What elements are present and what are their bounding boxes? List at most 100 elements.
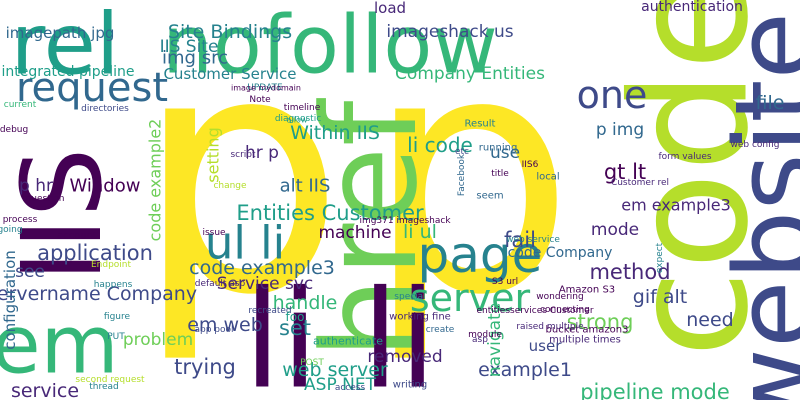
word: website — [711, 12, 800, 400]
word: rel — [11, 0, 120, 95]
word: Result — [465, 119, 496, 130]
word: gt lt — [604, 160, 646, 184]
word: ul li — [205, 217, 285, 270]
word: Company Entities — [395, 64, 545, 84]
word: em example3 — [621, 196, 731, 215]
word: writing — [393, 380, 427, 391]
word: load — [374, 0, 406, 17]
word: allow — [287, 116, 308, 125]
word: imageshack us — [386, 22, 513, 42]
word: web server — [282, 359, 388, 381]
word: li code — [407, 133, 473, 157]
word: Site Bindings — [168, 21, 292, 43]
word: Amazon S3 — [559, 285, 615, 296]
word: POST — [300, 358, 324, 368]
word: form values — [658, 152, 711, 162]
word: authentication — [641, 0, 743, 15]
word: title — [491, 169, 509, 179]
word: issue — [202, 228, 226, 238]
word: code example3 — [189, 257, 335, 279]
word: account — [57, 231, 97, 242]
word: diagnostic — [275, 114, 321, 124]
word: Note — [249, 95, 271, 105]
word: script — [230, 150, 256, 160]
word: p — [365, 0, 574, 367]
word: nofollow — [162, 0, 498, 92]
word: debug — [0, 125, 28, 135]
word: user — [529, 337, 563, 355]
word: Service svc — [217, 274, 314, 294]
word: mode — [591, 220, 639, 240]
word: request — [16, 65, 168, 111]
word: seem — [476, 191, 503, 202]
word: one — [577, 73, 648, 117]
word: p — [135, 0, 344, 367]
word: machine — [358, 232, 363, 234]
word: application — [37, 241, 153, 265]
word: pipeline mode — [580, 380, 730, 400]
word: access — [335, 383, 366, 393]
word: second request — [75, 375, 145, 385]
word: S3 url — [492, 277, 518, 287]
word: hr p — [245, 143, 279, 163]
word: Window — [70, 176, 141, 197]
word: em web — [187, 314, 263, 336]
word: page — [418, 226, 543, 284]
word: em — [0, 299, 119, 392]
word: thread — [89, 382, 119, 392]
word: IIS Site — [160, 37, 219, 57]
word: figure — [104, 312, 131, 322]
word: servername Company — [0, 283, 197, 305]
word: happens — [94, 280, 133, 290]
word: Customer rel — [611, 178, 669, 188]
word: bucket amazon3 — [546, 325, 629, 336]
word: special — [394, 292, 425, 302]
word: strong — [567, 310, 634, 334]
word: change — [213, 181, 247, 191]
word: ASP NET — [304, 375, 377, 395]
word: directories — [81, 104, 129, 114]
word: local — [536, 172, 559, 183]
word: machine — [318, 223, 391, 243]
word: alt IIS — [280, 176, 331, 197]
word: see — [15, 262, 45, 282]
word: problem — [123, 330, 193, 350]
word: imagepath jpg — [6, 24, 115, 42]
word: connecting — [540, 305, 590, 315]
word: Entities Customer — [236, 201, 424, 225]
word: service — [11, 380, 79, 400]
word: img src — [162, 48, 228, 69]
word: module — [468, 330, 502, 340]
word: navigate — [485, 303, 505, 377]
word: working fine — [389, 312, 451, 323]
word: file — [756, 92, 785, 114]
word: question — [26, 194, 65, 204]
word: use — [490, 143, 520, 163]
word: IIS — [0, 148, 126, 283]
word: foo — [286, 310, 305, 324]
word: authenticate — [313, 335, 383, 348]
word: recreated — [248, 306, 291, 316]
word: removed — [367, 347, 442, 367]
word: setting — [204, 127, 223, 182]
word: raised multiple — [516, 322, 584, 332]
word: integrated pipeline — [1, 64, 134, 80]
word: entitiesservices Customer — [476, 306, 593, 316]
word: PUT — [107, 332, 125, 342]
word: process — [3, 215, 38, 225]
word: Endpoint — [91, 260, 132, 270]
word: code Company — [508, 245, 613, 261]
word: asp — [472, 335, 488, 345]
word: Facebook — [457, 153, 467, 196]
word: code example2 — [146, 119, 165, 242]
word: multiple times — [549, 335, 621, 346]
word: UPDATE — [247, 83, 283, 93]
word: running — [479, 143, 518, 154]
word: etc — [455, 147, 469, 157]
word: server — [410, 276, 531, 320]
word: li li — [244, 262, 437, 401]
word: handle — [273, 292, 338, 314]
word: need — [686, 309, 733, 331]
word: li ul — [403, 221, 437, 243]
